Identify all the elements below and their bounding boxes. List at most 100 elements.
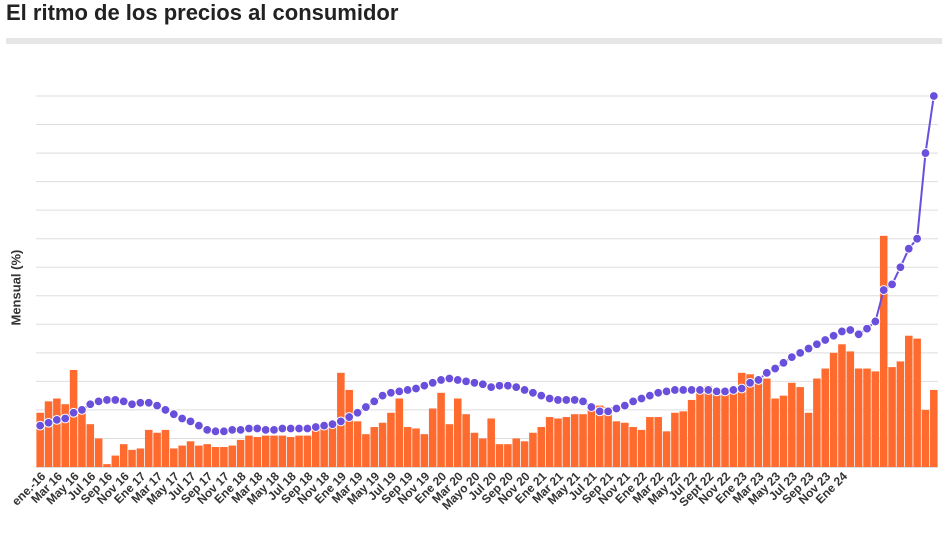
bar [545, 417, 554, 467]
bar [312, 425, 320, 467]
bar [412, 428, 420, 467]
line-point [561, 395, 572, 405]
line-point [653, 387, 664, 398]
line-point [811, 339, 822, 350]
bar [44, 401, 53, 467]
bar [69, 369, 78, 467]
line-point [452, 375, 463, 385]
bar [729, 392, 738, 467]
line-point [118, 396, 129, 407]
line-point [352, 407, 363, 418]
bar [236, 439, 245, 467]
line-point [369, 396, 380, 407]
line-point [578, 396, 588, 407]
line-point [427, 377, 438, 388]
chart-title: El ritmo de los precios al consumidor [6, 0, 399, 25]
line-point [319, 420, 330, 431]
line-point [477, 379, 488, 390]
line-point [511, 382, 522, 392]
bar [119, 444, 128, 467]
line-point [837, 326, 847, 337]
bar [838, 344, 846, 467]
line-point [360, 402, 371, 412]
bar [53, 398, 61, 467]
line-point [269, 425, 279, 435]
line-point [310, 422, 321, 432]
bar [195, 445, 203, 467]
line-series [35, 91, 939, 437]
bar [804, 412, 813, 467]
bar [161, 429, 170, 467]
line-point [661, 386, 672, 397]
bar [111, 455, 120, 467]
bar [612, 421, 621, 467]
line-point [728, 385, 739, 395]
bar [662, 431, 671, 467]
bar [654, 417, 662, 467]
line-point [202, 425, 213, 435]
line-point [720, 386, 730, 397]
line-point [411, 383, 421, 394]
bar [520, 441, 529, 467]
line-point [285, 423, 296, 434]
bar [362, 434, 370, 467]
bar [621, 422, 629, 467]
line-point [486, 382, 497, 392]
bar [704, 385, 713, 467]
bar [186, 441, 195, 467]
bar [579, 414, 587, 467]
bar [771, 398, 779, 467]
bar [570, 414, 579, 467]
line-point [686, 385, 697, 395]
line-point [803, 343, 814, 354]
line-point [536, 390, 547, 401]
line-point [795, 347, 806, 358]
line-point [394, 386, 405, 397]
line-point [494, 380, 505, 391]
line-point [260, 425, 271, 435]
line-point [444, 373, 455, 384]
line-point [461, 376, 472, 387]
bar [679, 411, 688, 467]
line-point [85, 399, 96, 410]
bar [286, 437, 295, 467]
bar [529, 432, 537, 467]
line-point [569, 395, 580, 405]
line-point [778, 357, 789, 368]
line-point [845, 325, 856, 335]
line-point [528, 387, 538, 398]
line-point [210, 426, 221, 437]
line-point [386, 387, 396, 398]
bar [671, 412, 679, 467]
bar [428, 408, 437, 467]
bar [821, 368, 830, 467]
bar [879, 235, 888, 467]
bar [687, 399, 696, 467]
bar [479, 438, 487, 467]
bar [888, 367, 896, 467]
line-point [35, 420, 46, 431]
bar [737, 372, 746, 467]
bar [220, 447, 228, 467]
bar [595, 405, 604, 467]
line-point [77, 405, 87, 415]
line-point [294, 423, 304, 434]
line-point [544, 393, 555, 404]
line-point [644, 390, 655, 401]
line-point [469, 377, 480, 388]
line-point [695, 385, 705, 395]
bar [712, 392, 721, 467]
bar [403, 427, 412, 467]
bar [370, 427, 379, 467]
bar [36, 412, 44, 467]
bar [203, 444, 211, 467]
line-point [828, 330, 839, 341]
bar [345, 389, 353, 467]
line-point [870, 316, 881, 327]
line-point [628, 396, 639, 407]
bar [921, 409, 930, 467]
line-point [611, 403, 622, 414]
bar [320, 427, 328, 467]
line-point [110, 395, 121, 405]
